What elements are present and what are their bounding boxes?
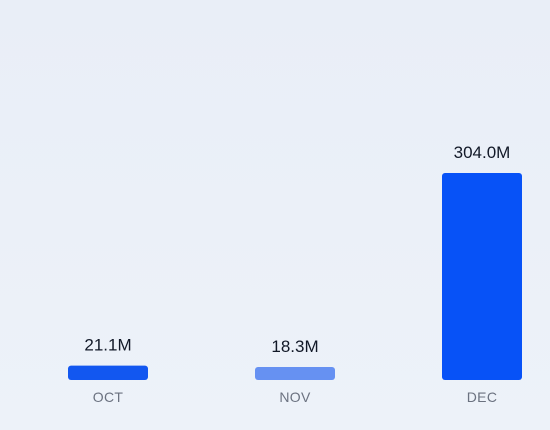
- bars-layer: [68, 173, 522, 380]
- x-tick-label-dec: DEC: [467, 389, 497, 405]
- bar-nov: [255, 367, 335, 380]
- tick-labels-layer: OCT NOV DEC: [93, 389, 497, 405]
- x-tick-label-nov: NOV: [279, 389, 311, 405]
- bar-oct: [68, 365, 148, 380]
- value-label-dec: 304.0M: [454, 143, 511, 162]
- value-label-nov: 18.3M: [271, 337, 318, 356]
- value-labels-layer: 21.1M 18.3M 304.0M: [84, 143, 510, 356]
- value-label-oct: 21.1M: [84, 336, 131, 355]
- bar-dec: [442, 173, 522, 380]
- x-tick-label-oct: OCT: [93, 389, 124, 405]
